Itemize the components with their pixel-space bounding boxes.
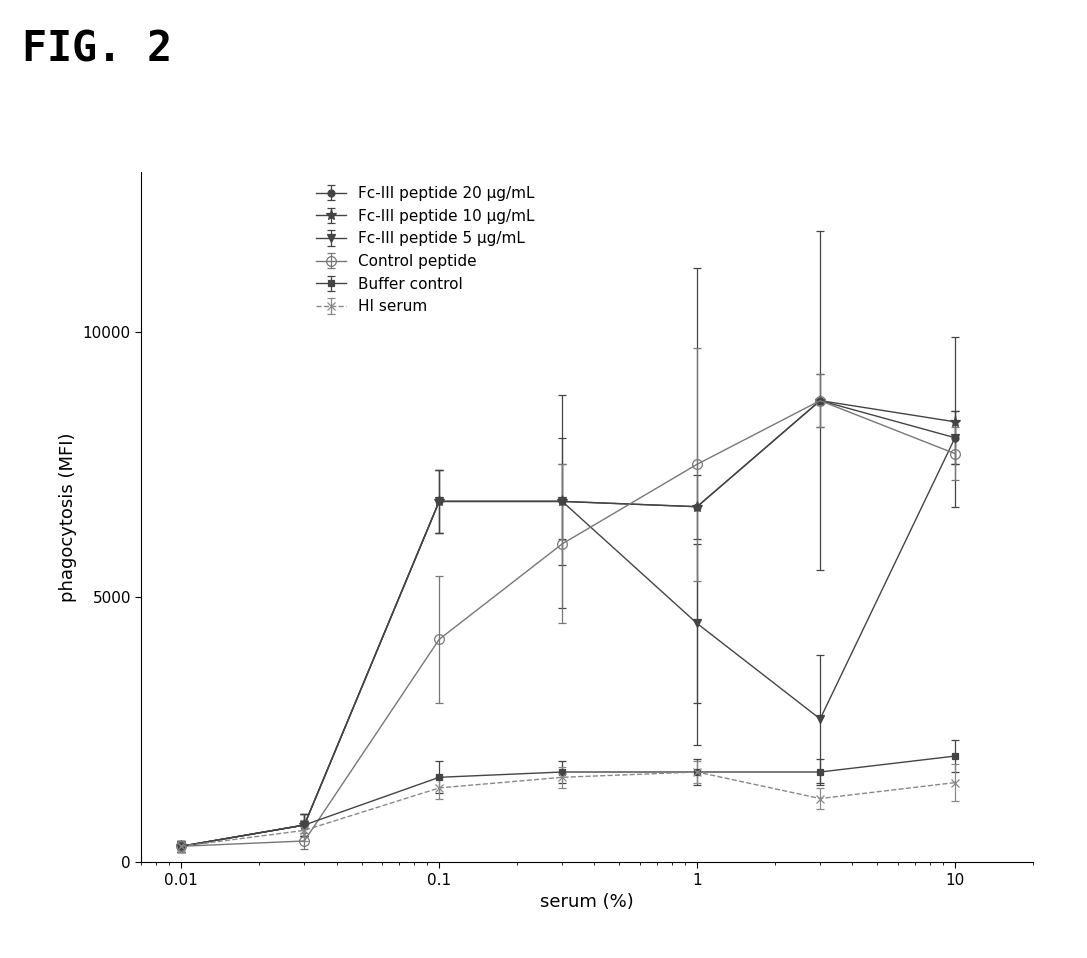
Legend: Fc-III peptide 20 µg/mL, Fc-III peptide 10 µg/mL, Fc-III peptide 5 µg/mL, Contro: Fc-III peptide 20 µg/mL, Fc-III peptide …: [310, 180, 541, 321]
Y-axis label: phagocytosis (MFI): phagocytosis (MFI): [59, 433, 77, 602]
X-axis label: serum (%): serum (%): [540, 893, 634, 911]
Text: FIG. 2: FIG. 2: [22, 29, 172, 71]
